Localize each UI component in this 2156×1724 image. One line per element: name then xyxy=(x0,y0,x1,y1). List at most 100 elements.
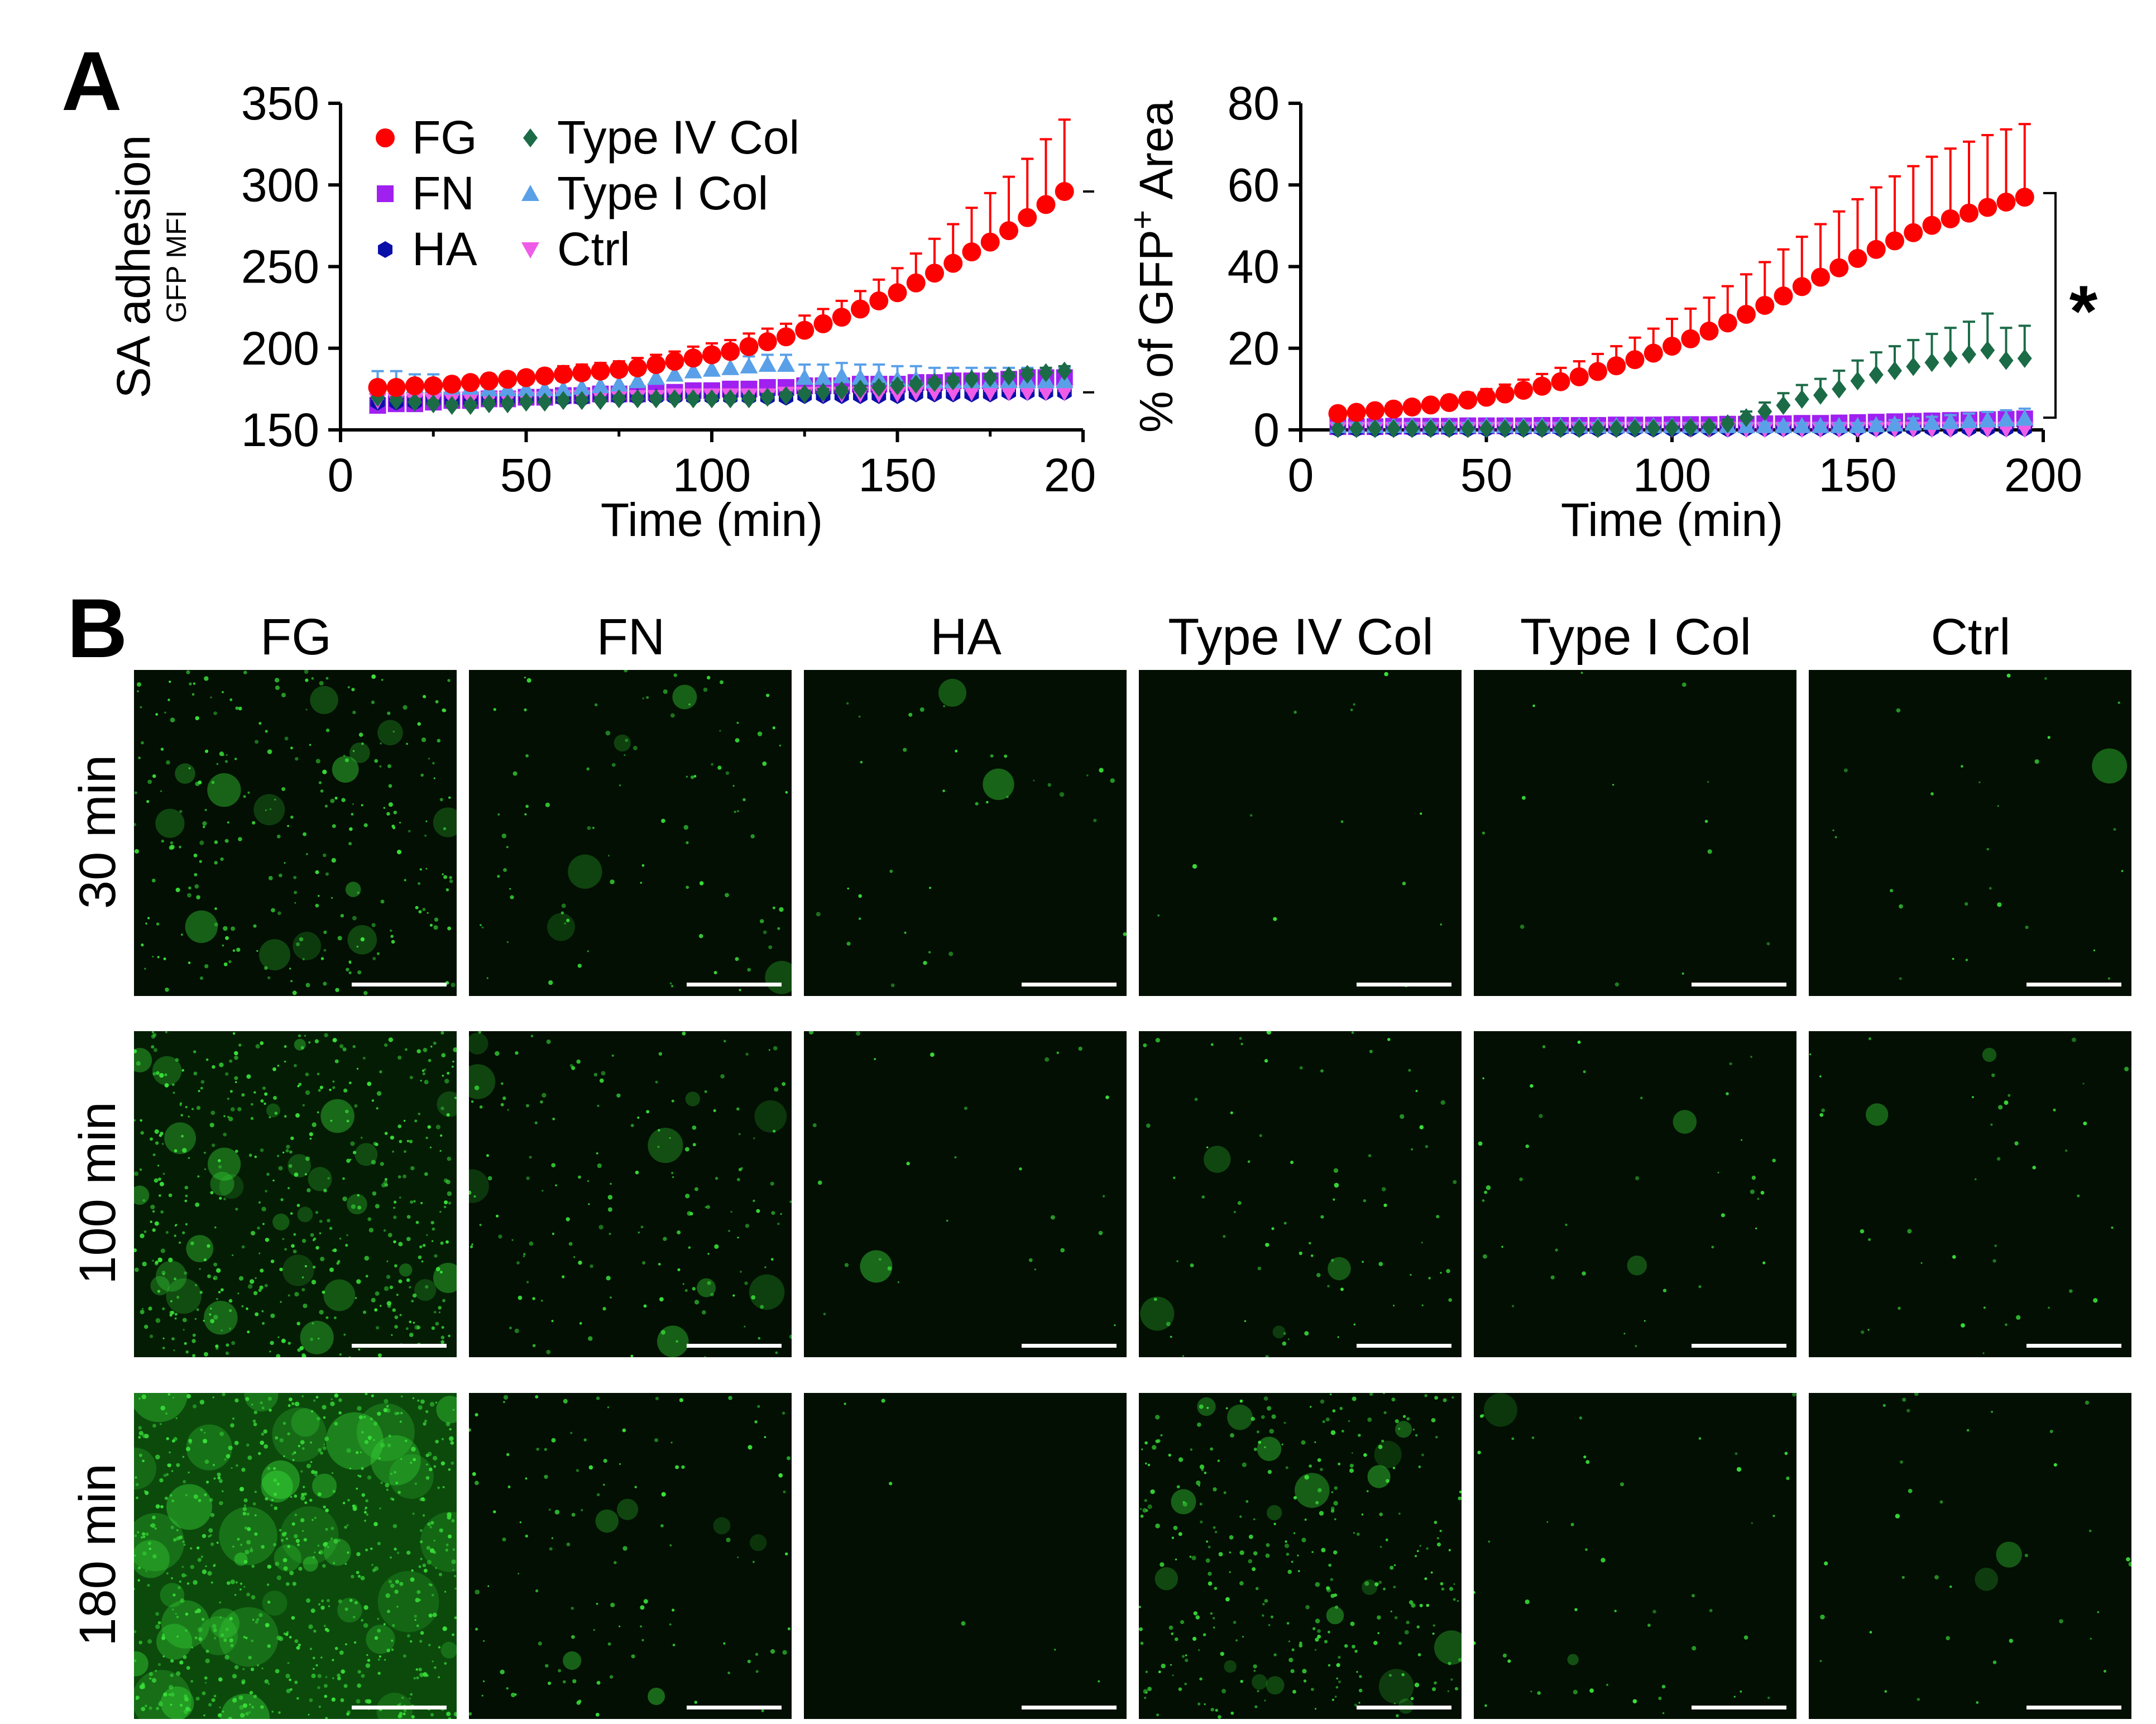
y-axis-label: SA adhesion xyxy=(107,135,160,399)
data-point xyxy=(517,380,535,396)
data-point xyxy=(1038,363,1053,382)
data-point xyxy=(1868,365,1884,385)
chart-gfp-area: 0 20 40 60 80 0 50 100 150 200 Time (min) % of GFP+… xyxy=(1124,77,2098,546)
data-point xyxy=(1569,367,1589,386)
data-point xyxy=(1553,419,1568,438)
scale-bar xyxy=(352,1344,447,1348)
y-axis-label-superscript: + xyxy=(1124,210,1161,229)
data-point xyxy=(463,396,478,415)
data-point xyxy=(1421,395,1440,415)
micrograph-fg-180-min xyxy=(134,1393,457,1719)
scale-bar xyxy=(1357,1344,1451,1348)
data-point xyxy=(853,379,868,399)
micrograph-fg-30-min xyxy=(134,670,457,996)
data-point xyxy=(1384,399,1403,419)
data-point xyxy=(554,380,572,396)
significance-asterisk: * xyxy=(2069,270,2098,352)
data-point xyxy=(683,348,703,368)
y-tick-label: 150 xyxy=(241,404,319,456)
data-point xyxy=(1904,414,1923,431)
data-point xyxy=(368,377,387,397)
scale-bar xyxy=(1692,1344,1786,1348)
micrograph-type-i-col-100-min xyxy=(1474,1031,1796,1357)
legend-marker xyxy=(521,242,539,258)
data-point xyxy=(1792,277,1812,296)
scale-bar xyxy=(687,983,782,986)
data-point xyxy=(1757,402,1772,422)
micrograph-type-i-col-30-min xyxy=(1474,670,1796,996)
data-point xyxy=(611,389,626,409)
data-point xyxy=(2017,349,2032,368)
data-point xyxy=(1479,419,1494,438)
legend-label: FG xyxy=(412,111,477,164)
data-point xyxy=(1962,344,1976,364)
micrograph-ha-30-min xyxy=(804,670,1127,996)
data-point xyxy=(1866,240,1886,259)
data-point xyxy=(516,368,536,387)
data-point xyxy=(535,380,554,396)
data-point xyxy=(1402,398,1422,417)
legend-item-ctrl: Ctrl xyxy=(521,223,630,275)
data-point xyxy=(1036,195,1056,214)
data-point xyxy=(629,372,646,389)
data-point xyxy=(408,392,422,412)
data-point xyxy=(1943,349,1958,368)
data-point xyxy=(1572,419,1587,438)
data-point xyxy=(946,371,961,391)
data-point xyxy=(943,253,963,273)
x-tick-label: 0 xyxy=(328,449,354,501)
x-tick-label: 100 xyxy=(673,449,751,501)
data-point xyxy=(646,355,666,374)
data-point xyxy=(758,356,777,372)
scale-bar xyxy=(1357,1706,1451,1709)
data-point xyxy=(1774,286,1793,306)
data-point xyxy=(2015,409,2034,426)
data-point xyxy=(703,360,721,377)
data-point xyxy=(1328,404,1348,423)
legend-marker xyxy=(521,185,539,201)
data-point xyxy=(740,357,758,373)
data-point xyxy=(813,314,833,333)
micrograph-fn-100-min xyxy=(469,1031,792,1357)
data-point xyxy=(461,373,480,392)
data-point xyxy=(851,299,870,319)
data-point xyxy=(498,370,518,389)
data-point xyxy=(1055,181,1074,201)
significance-bracket xyxy=(2043,191,2057,419)
y-tick-label: 20 xyxy=(1228,322,1280,375)
data-point xyxy=(1590,419,1605,438)
data-point xyxy=(741,389,756,409)
x-axis-label: Time (min) xyxy=(601,494,823,546)
data-point xyxy=(723,389,738,409)
micrograph-type-iv-col-30-min xyxy=(1139,670,1462,996)
data-point xyxy=(442,375,462,394)
data-point xyxy=(593,391,608,410)
data-point xyxy=(964,370,979,389)
panel-a-label: A xyxy=(61,34,122,128)
data-point xyxy=(870,368,888,385)
data-point xyxy=(1867,416,1885,433)
data-point xyxy=(832,367,851,384)
data-point xyxy=(1794,390,1809,409)
data-point xyxy=(480,371,499,391)
data-point xyxy=(1978,411,1997,428)
data-point xyxy=(760,387,775,407)
y-tick-label: 350 xyxy=(241,77,319,130)
data-point xyxy=(1497,419,1512,438)
data-point xyxy=(667,389,682,409)
data-point xyxy=(1811,267,1830,287)
data-point xyxy=(1057,361,1072,381)
data-point xyxy=(1627,419,1642,438)
series-type-iv-col xyxy=(370,361,1072,415)
data-point xyxy=(869,291,889,310)
data-point xyxy=(1941,209,1960,228)
data-point xyxy=(386,377,406,397)
legend-marker xyxy=(377,185,394,202)
data-point xyxy=(983,368,998,387)
y-tick-label: 200 xyxy=(241,322,319,375)
data-point xyxy=(888,283,907,303)
micrograph-fg-100-min xyxy=(134,1031,457,1357)
panel-b-label: B xyxy=(67,581,128,675)
data-point xyxy=(1960,411,1978,428)
